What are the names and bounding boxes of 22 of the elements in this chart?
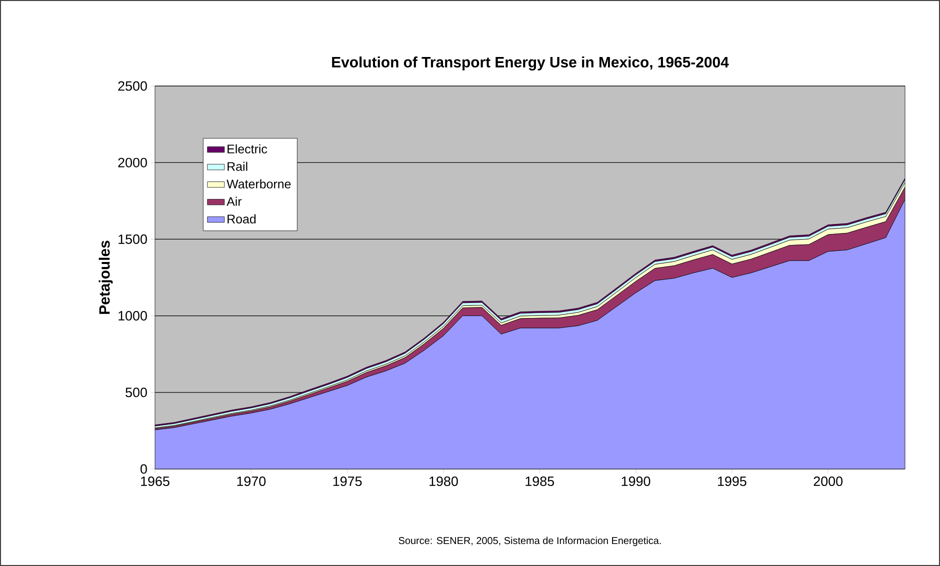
x-tick-label: 1985 xyxy=(526,476,554,486)
x-tick-label: 1990 xyxy=(622,476,650,486)
legend-label: Air xyxy=(226,196,242,206)
x-tick-label: 1995 xyxy=(718,476,746,486)
x-tick-label: 1980 xyxy=(430,476,458,486)
y-tick-label: 2500 xyxy=(118,81,147,91)
y-tick-label: 1000 xyxy=(118,311,147,321)
y-tick-label: 2000 xyxy=(118,158,147,168)
x-tick-label: 1975 xyxy=(333,476,362,486)
x-tick-label: 2000 xyxy=(814,476,843,486)
chart-title: Evolution of Transport Energy Use in Mexico, 1965-2004 xyxy=(332,56,729,71)
legend-label: Waterborne xyxy=(226,179,291,188)
legend-label: Electric xyxy=(228,144,268,154)
source-note: Source: SENER, 2005, Sistema de Informacion Energetica. xyxy=(398,536,661,546)
x-tick-label: 1965 xyxy=(141,476,170,486)
y-tick-label: 500 xyxy=(126,388,147,398)
y-tick-label: 0 xyxy=(140,464,147,474)
y-axis-title: Petajoules xyxy=(98,240,113,314)
x-tick-label: 1970 xyxy=(237,476,266,486)
legend-label: Rail xyxy=(228,162,248,171)
y-tick-label: 1500 xyxy=(118,234,147,244)
legend-label: Road xyxy=(228,214,256,224)
